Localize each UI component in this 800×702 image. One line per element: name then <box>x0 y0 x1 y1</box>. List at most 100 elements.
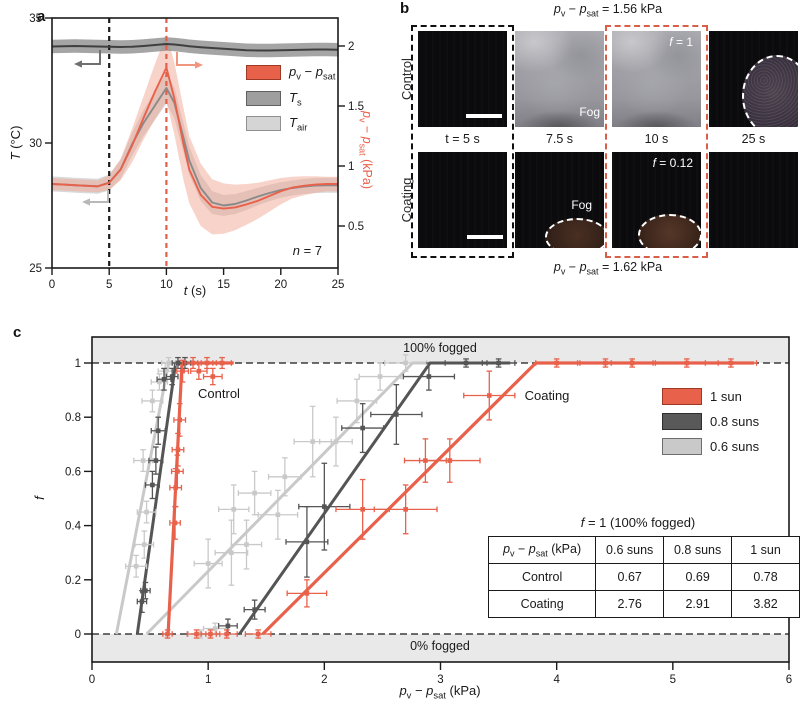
panel-b-caption-top: pv − psat = 1.56 kPa <box>553 2 663 19</box>
svg-text:6: 6 <box>786 674 792 686</box>
line-pv − psat <box>51 66 338 210</box>
table-row-coating: Coating 2.76 2.91 3.82 <box>487 590 800 618</box>
table-header-row: pv − psat (kPa) 0.6 suns 0.8 suns 1 sun <box>487 536 800 564</box>
svg-text:4: 4 <box>553 674 560 686</box>
annotation-control: Control <box>198 386 240 401</box>
svg-text:0.4: 0.4 <box>65 521 82 533</box>
table-header-1-sun: 1 sun <box>731 536 800 564</box>
scale-bar <box>466 113 502 118</box>
band-above-100 <box>92 337 789 363</box>
fogged-region-outline <box>638 214 701 248</box>
legend-swatch-1-sun <box>662 388 702 405</box>
table-cell: 2.91 <box>663 590 733 618</box>
micrograph-control-col4 <box>709 31 798 127</box>
svg-text:0.8: 0.8 <box>65 412 81 424</box>
panel-a-sample-size: n = 7 <box>280 243 322 258</box>
time-label-2: 7.5 s <box>545 132 574 146</box>
panel-c-chart: 0 0.2 0.4 0.6 0.8 1 0 1 2 3 4 5 6 <box>65 336 792 686</box>
panel-a-right-ylabel: pv − psat (kPa) <box>357 110 375 189</box>
panel-a-lines <box>51 43 339 210</box>
time-label-1: t = 5 s <box>445 132 480 146</box>
micrograph-coating-col2: Fog <box>515 152 604 248</box>
fogged-region-outline <box>742 55 798 127</box>
svg-text:5: 5 <box>670 674 676 686</box>
panel-c-xlabel: pv − psat (kPa) <box>399 683 481 701</box>
panel-c-legend: 1 sun 0.8 suns 0.6 suns <box>662 388 759 463</box>
panel-a-legend-item-2: Tair <box>246 115 335 133</box>
micrograph-control-col3: f = 1 <box>612 31 701 127</box>
panel-b-label: b <box>400 0 410 17</box>
table-row-control: Control 0.67 0.69 0.78 <box>487 563 800 591</box>
micrograph-coating-col3: f = 0.12 <box>612 152 701 248</box>
legend-swatch <box>246 90 281 106</box>
svg-text:1: 1 <box>348 161 354 173</box>
table-row-label: Coating <box>487 590 597 618</box>
micrograph-coating-col4 <box>709 152 798 248</box>
band-pv − psat <box>52 33 338 235</box>
right-axis-arrow <box>176 52 195 66</box>
points-Coating 0.6 suns <box>187 354 428 639</box>
panel-a-legend: pv − psat Ts Tair <box>246 64 335 141</box>
ylabel-unit: (°C) <box>8 125 23 153</box>
svg-text:1: 1 <box>75 358 81 370</box>
legend-label: 0.6 suns <box>710 439 760 454</box>
points-Control 1 sun <box>162 356 233 639</box>
table-cell: 3.82 <box>731 590 800 618</box>
svg-text:2: 2 <box>321 674 327 686</box>
fog-fraction-label: f = 1 <box>669 35 693 49</box>
time-label-3: 10 s <box>644 132 669 146</box>
svg-text:0: 0 <box>49 279 55 291</box>
panel-c-label: c <box>13 324 22 341</box>
svg-text:3: 3 <box>437 674 443 686</box>
svg-text:2: 2 <box>348 41 354 53</box>
ylabel-symbol: T <box>8 152 23 161</box>
legend-swatch <box>246 65 281 81</box>
micrograph-coating-col1 <box>418 152 507 248</box>
legend-label: 1 sun <box>710 389 742 404</box>
fog-label: Fog <box>579 105 600 119</box>
svg-text:15: 15 <box>217 279 230 291</box>
table-cell: 0.78 <box>731 563 800 591</box>
table-cell: 0.69 <box>663 563 733 591</box>
sample-size-symbol: n <box>292 243 300 258</box>
table-title-symbol: f <box>580 515 585 530</box>
panel-a-chart: 25 30 35 0 5 10 15 20 25 0.5 1 1.5 2 <box>29 13 364 291</box>
fogging-threshold-table: pv − psat (kPa) 0.6 suns 0.8 suns 1 sun … <box>487 536 800 618</box>
left-axis-arrow-head <box>74 60 82 68</box>
legend-item-08-suns: 0.8 suns <box>662 413 759 430</box>
svg-text:0.2: 0.2 <box>65 575 81 587</box>
panel-a-legend-item-1: Ts <box>246 89 335 108</box>
ylabel-f-symbol: f <box>32 496 47 500</box>
fogged-region-outline <box>545 218 604 248</box>
legend-label: 0.8 suns <box>710 414 760 429</box>
micrograph-control-col1 <box>418 31 507 127</box>
points-Coating 0.8 suns <box>217 358 516 634</box>
line-Ts <box>51 43 339 52</box>
svg-text:0: 0 <box>75 629 81 641</box>
table-cell: 0.67 <box>595 563 665 591</box>
legend-swatch-08-suns <box>662 413 702 430</box>
band-label-0-fogged: 0% fogged <box>410 639 470 653</box>
table-row-label: Control <box>487 563 597 591</box>
right-axis-arrow-head <box>195 61 203 69</box>
legend-swatch <box>246 116 281 132</box>
sample-size-value: = 7 <box>299 243 322 258</box>
svg-text:0: 0 <box>89 674 95 686</box>
xlabel-symbol: t <box>183 283 188 298</box>
panel-b-micrograph-grid: b pv − psat = 1.56 kPa pv − psat = 1.62 … <box>399 0 800 310</box>
points-Control 0.8 suns <box>136 356 192 613</box>
time-label-4: 25 s <box>741 132 766 146</box>
panel-a-ticks: 25 30 35 0 5 10 15 20 25 0.5 1 1.5 2 <box>29 13 364 291</box>
legend-item-06-suns: 0.6 suns <box>662 438 759 455</box>
annotation-coating: Coating <box>524 388 570 403</box>
panel-a-ylabel: T (°C) <box>8 103 24 183</box>
legend-label: Ts <box>289 89 302 108</box>
air-axis-arrow-head <box>82 198 90 206</box>
air-axis-arrow <box>90 190 109 203</box>
svg-text:0.6: 0.6 <box>65 466 81 478</box>
scale-bar <box>467 234 503 239</box>
panel-c-ylabel: f <box>32 478 48 518</box>
table-title: f = 1 (100% fogged) <box>488 515 788 530</box>
svg-text:0.5: 0.5 <box>348 221 364 233</box>
